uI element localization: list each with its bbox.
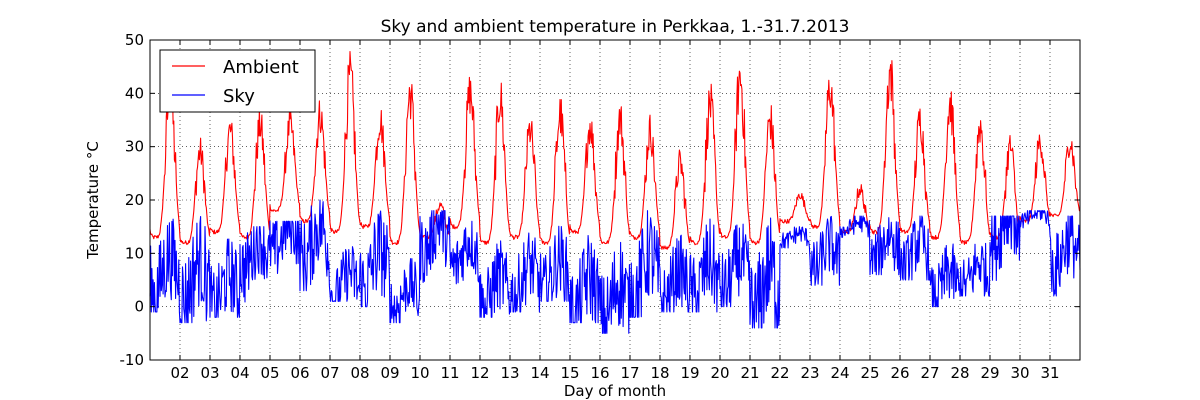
legend-label-sky: Sky [223,86,255,107]
x-tick-label: 28 [950,364,969,382]
x-tick-label: 27 [920,364,939,382]
x-tick-label: 07 [320,364,339,382]
x-tick-label: 13 [500,364,519,382]
x-axis: 02 03 04 05 06 07 08 09 10 11 12 13 14 15 16 17 18 19 20 21… [170,40,1060,382]
x-tick-label: 26 [890,364,909,382]
x-tick-label: 11 [440,364,459,382]
y-tick-label: 20 [125,191,144,209]
x-tick-label: 04 [230,364,249,382]
series-line-ambient [149,51,1081,250]
x-tick-label: 23 [800,364,819,382]
x-tick-label: 31 [1040,364,1059,382]
x-tick-label: 08 [350,364,369,382]
x-tick-label: 18 [650,364,669,382]
x-tick-label: 19 [680,364,699,382]
x-tick-label: 06 [290,364,309,382]
x-tick-label: 10 [410,364,429,382]
chart-title: Sky and ambient temperature in Perkkaa, … [381,17,850,37]
x-tick-label: 16 [590,364,609,382]
legend-box [159,49,316,113]
y-tick-label: 30 [125,138,144,156]
y-tick-label: -10 [120,351,145,369]
x-tick-label: 02 [170,364,189,382]
x-tick-label: 20 [710,364,729,382]
x-tick-label: 22 [770,364,789,382]
x-tick-label: 03 [200,364,219,382]
y-axis: -10 0 10 20 30 40 50 [120,31,1080,369]
x-axis-label: Day of month [564,382,666,400]
legend: Ambient Sky [159,49,316,113]
x-tick-label: 15 [560,364,579,382]
x-tick-label: 29 [980,364,999,382]
x-tick-label: 24 [830,364,849,382]
legend-label-ambient: Ambient [223,57,299,78]
x-tick-label: 05 [260,364,279,382]
x-tick-label: 17 [620,364,639,382]
series-line-sky [149,199,1081,334]
x-tick-label: 12 [470,364,489,382]
y-tick-label: 40 [125,84,144,102]
x-tick-label: 30 [1010,364,1029,382]
x-tick-label: 25 [860,364,879,382]
series-layer [149,51,1081,334]
y-tick-label: 10 [125,244,144,262]
x-tick-label: 21 [740,364,759,382]
x-tick-label: 14 [530,364,549,382]
y-tick-label: 0 [134,298,144,316]
y-tick-label: 50 [125,31,144,49]
x-tick-label: 09 [380,364,399,382]
y-axis-label: Temperature °C [84,141,102,260]
